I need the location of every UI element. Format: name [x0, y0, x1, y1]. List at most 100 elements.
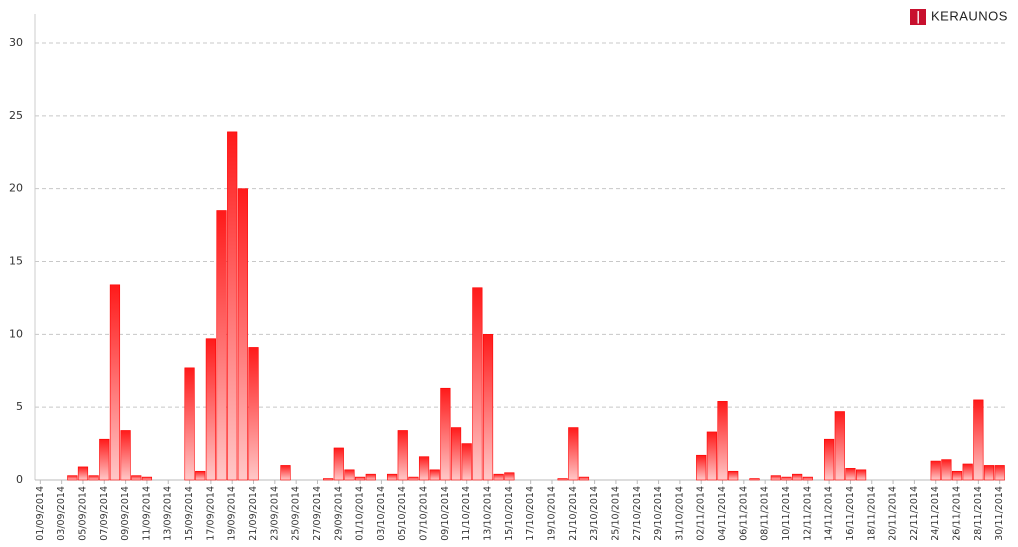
- bar: [131, 475, 142, 481]
- bar: [770, 475, 781, 481]
- bar: [930, 460, 941, 481]
- x-tick-label: 09/10/2014: [440, 486, 451, 541]
- y-tick-label: 30: [9, 36, 23, 49]
- x-tick-label: 01/09/2014: [35, 486, 46, 541]
- bar: [237, 188, 248, 481]
- bar: [184, 367, 195, 481]
- bar: [141, 476, 153, 481]
- bar: [333, 447, 344, 481]
- bar: [355, 476, 366, 481]
- x-tick-label: 25/10/2014: [610, 486, 621, 541]
- bar: [504, 472, 515, 481]
- bar: [440, 387, 451, 481]
- x-tick-label: 22/11/2014: [909, 486, 920, 541]
- y-tick-label: 0: [16, 473, 23, 486]
- bar: [834, 411, 845, 481]
- x-tick-label: 19/09/2014: [227, 486, 238, 541]
- bar: [397, 430, 408, 481]
- x-tick-label: 24/11/2014: [930, 486, 941, 541]
- x-tick-label: 15/10/2014: [504, 486, 515, 541]
- bar: [365, 473, 376, 481]
- bar: [781, 476, 792, 481]
- x-tick-label: 10/11/2014: [781, 486, 792, 541]
- y-tick-label: 20: [9, 182, 23, 195]
- bar: [749, 478, 760, 481]
- x-tick-label: 07/10/2014: [419, 486, 430, 541]
- x-tick-label: 02/11/2014: [696, 486, 707, 541]
- x-tick-label: 23/10/2014: [589, 486, 600, 541]
- x-tick-label: 04/11/2014: [717, 486, 728, 541]
- logo-icon: [910, 9, 926, 25]
- x-tick-label: 09/09/2014: [120, 486, 131, 541]
- bar: [216, 210, 227, 481]
- x-tick-label: 20/11/2014: [888, 486, 899, 541]
- x-tick-label: 29/09/2014: [333, 486, 344, 541]
- bar: [696, 454, 707, 481]
- bar: [67, 475, 78, 481]
- x-tick-label: 06/11/2014: [738, 486, 749, 541]
- bar: [227, 131, 238, 481]
- bar: [418, 456, 430, 481]
- x-tick-label: 13/10/2014: [483, 486, 494, 541]
- x-tick-label: 31/10/2014: [674, 486, 685, 541]
- x-tick-label: 29/10/2014: [653, 486, 664, 541]
- bar: [88, 475, 99, 481]
- bar: [205, 338, 216, 481]
- bar: [962, 463, 973, 481]
- x-tick-label: 21/10/2014: [568, 486, 579, 541]
- bar: [461, 443, 472, 481]
- bar: [824, 438, 835, 481]
- bar: [856, 469, 867, 481]
- logo: | KERAUNOS: [910, 8, 1008, 25]
- bar: [951, 470, 963, 481]
- x-tick-label: 26/11/2014: [952, 486, 963, 541]
- x-tick-label: 05/10/2014: [397, 486, 408, 541]
- x-tick-label: 03/09/2014: [56, 486, 67, 541]
- bar: [717, 401, 728, 481]
- x-tick-label: 12/11/2014: [802, 486, 813, 541]
- bar: [983, 465, 995, 481]
- bar: [280, 465, 291, 481]
- bar: [482, 334, 494, 481]
- x-tick-label: 17/10/2014: [525, 486, 536, 541]
- logo-text: KERAUNOS: [931, 8, 1008, 23]
- x-tick-label: 25/09/2014: [291, 486, 302, 541]
- bar: [568, 427, 579, 481]
- x-tick-label: 16/11/2014: [845, 486, 856, 541]
- x-tick-label: 28/11/2014: [973, 486, 984, 541]
- y-tick-label: 25: [9, 109, 23, 122]
- bar: [429, 469, 440, 481]
- bar: [557, 478, 568, 481]
- x-tick-label: 17/09/2014: [205, 486, 216, 541]
- x-tick-label: 14/11/2014: [824, 486, 835, 541]
- bar: [973, 399, 984, 481]
- x-tick-label: 05/09/2014: [77, 486, 88, 541]
- bar: [941, 459, 952, 481]
- bar: [344, 469, 355, 481]
- x-tick-label: 03/10/2014: [376, 486, 387, 541]
- bar: [323, 478, 334, 481]
- bar: [386, 473, 398, 481]
- bar: [706, 431, 717, 481]
- bar: [99, 438, 110, 481]
- bar: [728, 470, 739, 481]
- bar: [493, 473, 504, 481]
- x-tick-label: 23/09/2014: [269, 486, 280, 541]
- x-tick-label: 18/11/2014: [866, 486, 877, 541]
- logo-icon-letter: |: [916, 10, 920, 24]
- x-tick-label: 08/11/2014: [760, 486, 771, 541]
- bar: [450, 427, 462, 481]
- bar: [120, 430, 131, 481]
- x-tick-label: 01/10/2014: [355, 486, 366, 541]
- x-tick-label: 27/09/2014: [312, 486, 323, 541]
- x-tick-label: 30/11/2014: [994, 486, 1005, 541]
- bar: [792, 473, 803, 481]
- bar: [109, 284, 121, 481]
- x-tick-label: 21/09/2014: [248, 486, 259, 541]
- bar: [195, 470, 206, 481]
- x-tick-label: 07/09/2014: [99, 486, 110, 541]
- y-tick-label: 10: [9, 327, 23, 340]
- bar: [802, 476, 813, 481]
- x-tick-label: 13/09/2014: [163, 486, 174, 541]
